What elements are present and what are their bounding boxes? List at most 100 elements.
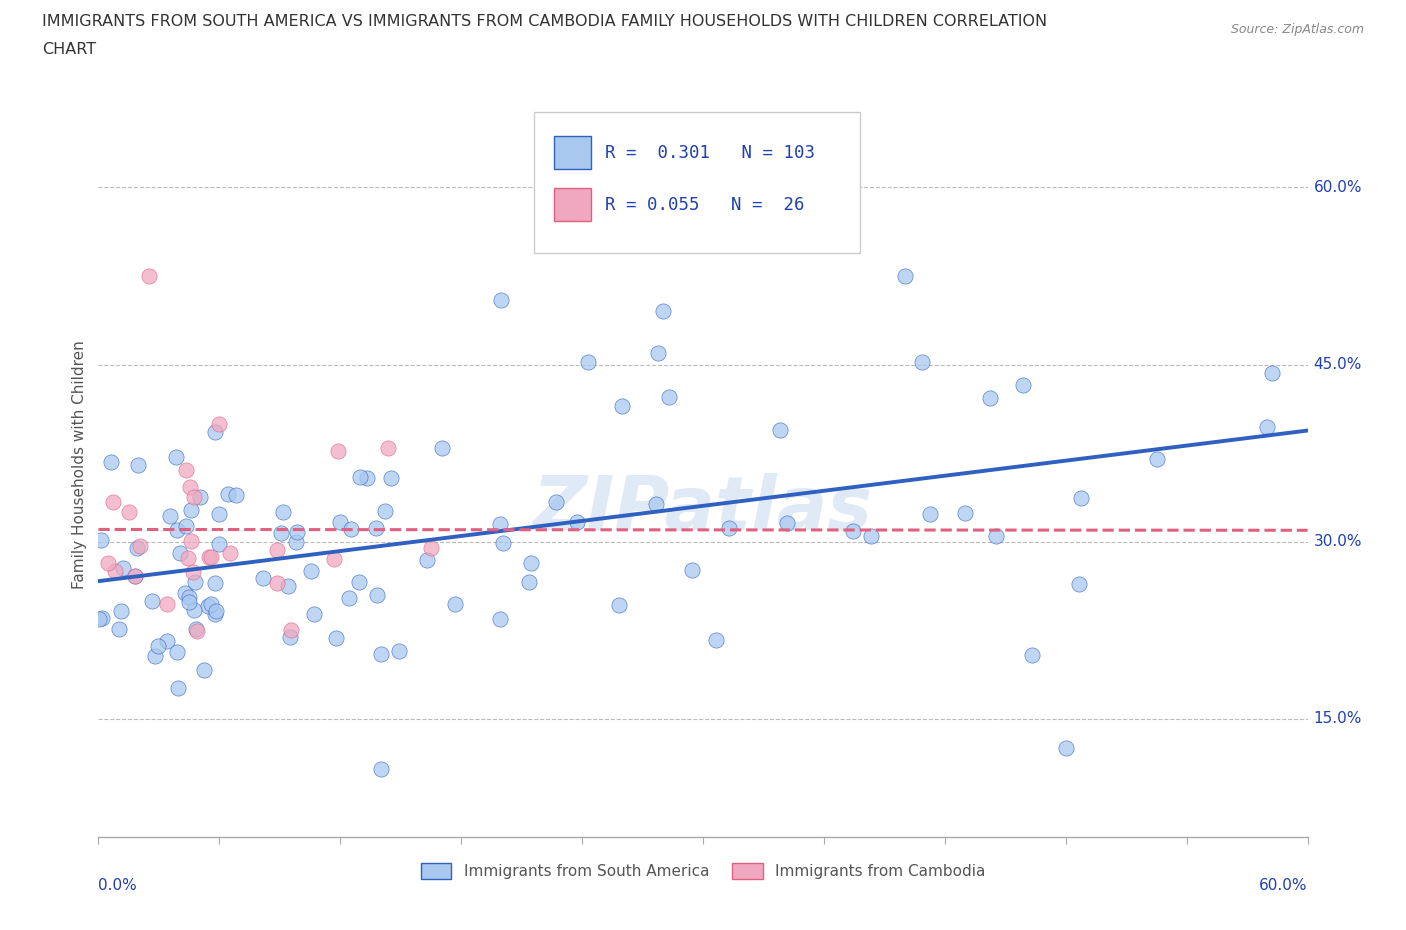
- Point: [609, 598, 631, 613]
- Point: [117, 504, 139, 519]
- Point: [208, 417, 231, 432]
- Point: [188, 489, 211, 504]
- Point: [1067, 576, 1090, 591]
- Point: [374, 503, 396, 518]
- Point: [128, 538, 150, 553]
- Point: [349, 470, 371, 485]
- Point: [565, 515, 588, 530]
- Point: [166, 644, 188, 659]
- Point: [125, 540, 148, 555]
- Point: [488, 611, 510, 626]
- Text: Source: ZipAtlas.com: Source: ZipAtlas.com: [1230, 23, 1364, 36]
- Point: [612, 399, 634, 414]
- Point: [156, 633, 179, 648]
- Point: [842, 524, 865, 538]
- Point: [488, 516, 510, 531]
- FancyBboxPatch shape: [534, 112, 860, 253]
- Point: [183, 603, 205, 618]
- Point: [370, 647, 392, 662]
- Point: [955, 506, 977, 521]
- Y-axis label: Family Households with Children: Family Households with Children: [72, 340, 87, 590]
- Point: [108, 621, 131, 636]
- Point: [270, 525, 292, 540]
- Point: [179, 479, 201, 494]
- Point: [979, 391, 1001, 405]
- Point: [200, 596, 222, 611]
- Point: [90, 611, 112, 626]
- Point: [681, 563, 703, 578]
- Text: 15.0%: 15.0%: [1313, 711, 1362, 726]
- Point: [416, 552, 439, 567]
- Point: [517, 575, 540, 590]
- Text: R = 0.055   N =  26: R = 0.055 N = 26: [605, 195, 804, 214]
- Point: [339, 591, 361, 605]
- Point: [181, 565, 204, 579]
- Point: [166, 523, 188, 538]
- Point: [364, 520, 387, 535]
- Point: [419, 541, 441, 556]
- Point: [544, 495, 567, 510]
- Point: [177, 594, 200, 609]
- Point: [159, 508, 181, 523]
- Point: [112, 561, 135, 576]
- Point: [323, 551, 346, 566]
- Point: [180, 534, 202, 549]
- Point: [706, 633, 728, 648]
- Point: [197, 598, 219, 613]
- Point: [166, 681, 188, 696]
- Point: [89, 612, 111, 627]
- Point: [285, 525, 308, 540]
- Point: [443, 596, 465, 611]
- Point: [278, 630, 301, 644]
- Text: 60.0%: 60.0%: [1260, 878, 1308, 893]
- Point: [1054, 741, 1077, 756]
- Point: [104, 564, 127, 578]
- Point: [177, 551, 200, 565]
- Point: [1256, 420, 1278, 435]
- Point: [165, 450, 187, 465]
- Text: ZIPatlas: ZIPatlas: [533, 473, 873, 546]
- Text: 45.0%: 45.0%: [1313, 357, 1362, 372]
- Point: [893, 269, 915, 284]
- Point: [356, 471, 378, 485]
- Point: [204, 424, 226, 439]
- Point: [200, 550, 222, 565]
- Point: [302, 606, 325, 621]
- Point: [347, 575, 370, 590]
- Point: [174, 519, 197, 534]
- Point: [920, 506, 942, 521]
- Point: [207, 537, 229, 551]
- Point: [271, 504, 294, 519]
- Point: [143, 648, 166, 663]
- Point: [492, 536, 515, 551]
- Point: [184, 575, 207, 590]
- Point: [266, 576, 288, 591]
- Point: [110, 604, 132, 618]
- Point: [1070, 491, 1092, 506]
- Point: [325, 631, 347, 645]
- Point: [100, 455, 122, 470]
- Point: [280, 623, 302, 638]
- Point: [576, 354, 599, 369]
- Point: [204, 576, 226, 591]
- Point: [174, 463, 197, 478]
- Point: [219, 546, 242, 561]
- Point: [204, 606, 226, 621]
- Point: [299, 564, 322, 578]
- Point: [174, 586, 197, 601]
- Point: [252, 570, 274, 585]
- Point: [491, 292, 513, 307]
- Text: 60.0%: 60.0%: [1313, 180, 1362, 195]
- Point: [984, 529, 1007, 544]
- Text: CHART: CHART: [42, 42, 96, 57]
- Point: [793, 233, 815, 248]
- Point: [146, 639, 169, 654]
- Point: [127, 458, 149, 472]
- Point: [205, 604, 228, 618]
- Point: [198, 550, 221, 565]
- Point: [183, 490, 205, 505]
- Point: [186, 621, 208, 636]
- Point: [658, 389, 681, 404]
- Point: [380, 471, 402, 485]
- Point: [284, 534, 307, 549]
